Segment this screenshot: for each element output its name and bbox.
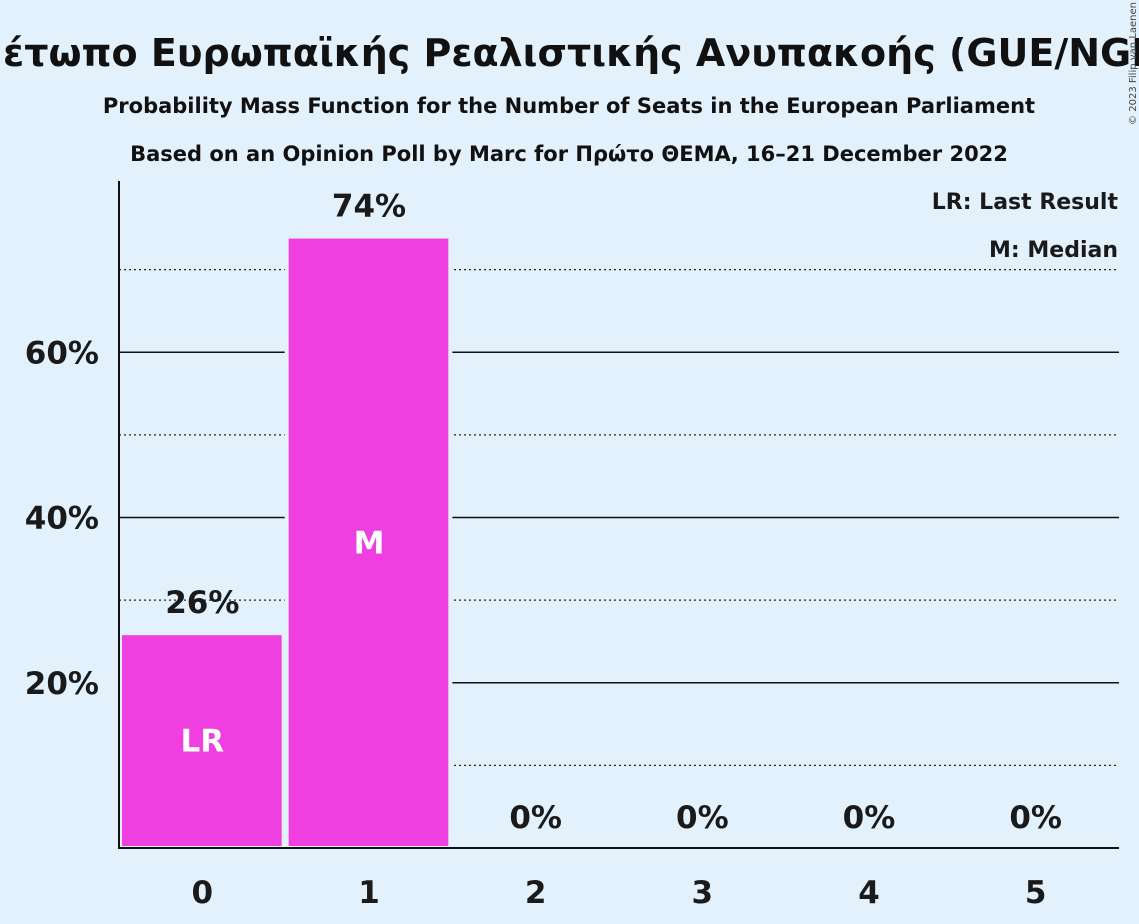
x-tick-label-4: 4 <box>858 875 880 911</box>
y-tick-label: 60% <box>25 335 99 371</box>
bar-layer <box>118 234 453 850</box>
legend-last-result: LR: Last Result <box>932 190 1119 215</box>
bar-value-label-1: 74% <box>332 189 406 225</box>
x-tick-label-3: 3 <box>692 875 714 911</box>
x-tick-label-0: 0 <box>192 875 214 911</box>
bar-value-label-0: 26% <box>165 585 239 621</box>
x-tick-label-1: 1 <box>358 875 380 911</box>
chart-source: Based on an Opinion Poll by Marc for Πρώ… <box>130 142 1008 166</box>
x-tick-label-5: 5 <box>1025 875 1047 911</box>
bar-value-label-4: 0% <box>843 800 896 836</box>
bar-marker-1: M <box>354 525 385 561</box>
legend-median: M: Median <box>989 238 1118 263</box>
bar-marker-0: LR <box>181 724 225 760</box>
chart-title: Μέτωπο Ευρωπαϊκής Ρεαλιστικής Ανυπακοής … <box>0 31 1139 75</box>
y-tick-label: 40% <box>25 501 99 537</box>
chart-subtitle: Probability Mass Function for the Number… <box>103 94 1035 118</box>
x-tick-label-2: 2 <box>525 875 547 911</box>
bar-value-label-3: 0% <box>676 800 729 836</box>
bar-value-label-2: 0% <box>509 800 562 836</box>
copyright-notice: © 2023 Filip van Laenen <box>1128 2 1139 125</box>
y-tick-label: 20% <box>25 666 99 702</box>
bar-value-label-5: 0% <box>1009 800 1062 836</box>
label-layer: 26% LR 0 74% M 1 0% 2 0% 3 0% 4 0% 5 <box>165 189 1062 911</box>
